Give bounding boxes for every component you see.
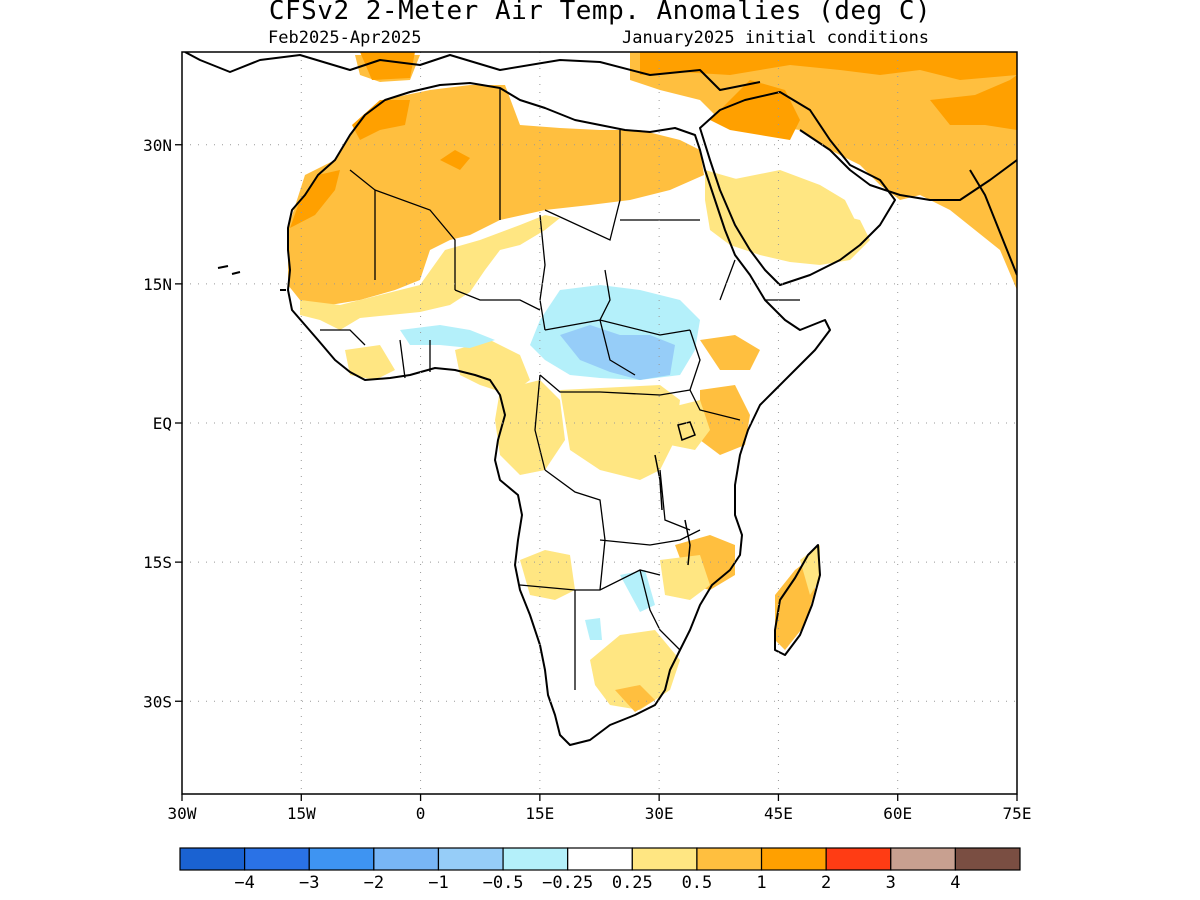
colorbar-swatch [244, 847, 310, 871]
colorbar-label: 1 [756, 873, 766, 893]
colorbar-swatch [696, 847, 763, 871]
colorbar-label: 2 [821, 873, 831, 893]
india-coastline [969, 169, 1017, 276]
colorbar-swatch [308, 847, 375, 871]
colorbar-swatch [954, 847, 1021, 871]
colorbar-label: −1 [428, 873, 448, 893]
nigeria-mild-warm [455, 340, 530, 395]
madagascar-mild [800, 545, 820, 595]
initial-conditions: January2025 initial conditions [622, 28, 930, 48]
x-tick-label: 0 [416, 804, 426, 823]
y-tick-label: 30N [143, 136, 172, 155]
x-tick-label: 75E [1003, 804, 1032, 823]
southeast-africa-mild [660, 555, 710, 600]
south-africa-warm-core [615, 685, 655, 712]
arabia-mild-warm-area [730, 170, 860, 245]
angola-mild-warm [520, 550, 575, 600]
east-africa-warm [700, 385, 750, 455]
colorbar-swatch [760, 847, 827, 871]
colorbar-label: −4 [234, 873, 254, 893]
colorbar-labels: −4 −3 −2 −1 −0.5 −0.25 0.25 0.5 1 2 3 4 [234, 873, 960, 893]
madagascar-coastline [774, 544, 821, 656]
x-tick-label: 15W [287, 804, 316, 823]
colorbar-label: −3 [299, 873, 319, 893]
y-tick-label: 30S [143, 692, 172, 711]
y-tick-label: 15S [143, 553, 172, 572]
strong-warm-patches [290, 52, 1017, 228]
central-africa-mild-warm [560, 385, 680, 480]
colorbar-label: 0.25 [612, 873, 653, 893]
colorbar-label: 0.5 [682, 873, 713, 893]
forecast-period: Feb2025-Apr2025 [268, 28, 422, 48]
colorbar-swatch [502, 847, 569, 871]
colorbar-swatch [437, 847, 504, 871]
x-tick-label: 60E [883, 804, 912, 823]
arabia-coastline [699, 91, 896, 286]
colorbar-label: −2 [364, 873, 384, 893]
longitude-ticks: 30W 15W 0 15E 30E 45E 60E 75E [168, 794, 1032, 823]
namibia-cool [585, 618, 602, 640]
colorbar-swatch [631, 847, 698, 871]
africa-coastline [287, 82, 831, 746]
central-africa-cool-core [560, 325, 675, 380]
x-tick-label: 30W [168, 804, 197, 823]
europe-coast [184, 52, 761, 91]
lake-tanganyika [654, 454, 663, 511]
y-tick-label: 15N [143, 275, 172, 294]
south-africa-mild-warm [590, 630, 680, 710]
congo-mild-warm [495, 380, 565, 475]
y-tick-label: EQ [153, 414, 172, 433]
colorbar-label: 4 [950, 873, 960, 893]
country-borders [320, 88, 800, 690]
colorbar-swatch [825, 847, 892, 871]
colorbar-swatch [179, 847, 246, 871]
colorbar-label: −0.25 [542, 873, 593, 893]
southern-africa-cool [620, 570, 655, 612]
coastlines [184, 52, 1017, 746]
ethiopia-warm [700, 335, 760, 370]
tanzania-mild-warm [660, 400, 710, 450]
x-tick-label: 30E [645, 804, 674, 823]
latitude-ticks: 30N 15N EQ 15S 30S [143, 136, 182, 711]
colorbar-swatch [567, 847, 633, 871]
gulf-guinea-cool [400, 325, 495, 348]
colorbar-swatch [890, 847, 956, 871]
colorbar-swatch [373, 847, 440, 871]
india-warm [980, 150, 1017, 280]
colorbar [179, 847, 1021, 871]
canary-islands [217, 265, 241, 275]
x-tick-label: 15E [525, 804, 554, 823]
x-tick-label: 45E [764, 804, 793, 823]
lake-malawi [684, 519, 691, 566]
madagascar-warm [775, 555, 815, 650]
anomaly-shading [288, 52, 1017, 712]
sahel-mild-warm-area [300, 215, 560, 330]
north-africa-warm-area [288, 85, 704, 305]
west-africa-mild-warm [345, 345, 395, 380]
map-title: CFSv2 2-Meter Air Temp. Anomalies (deg C… [268, 0, 932, 26]
colorbar-label: 3 [886, 873, 896, 893]
colorbar-label: −0.5 [483, 873, 524, 893]
